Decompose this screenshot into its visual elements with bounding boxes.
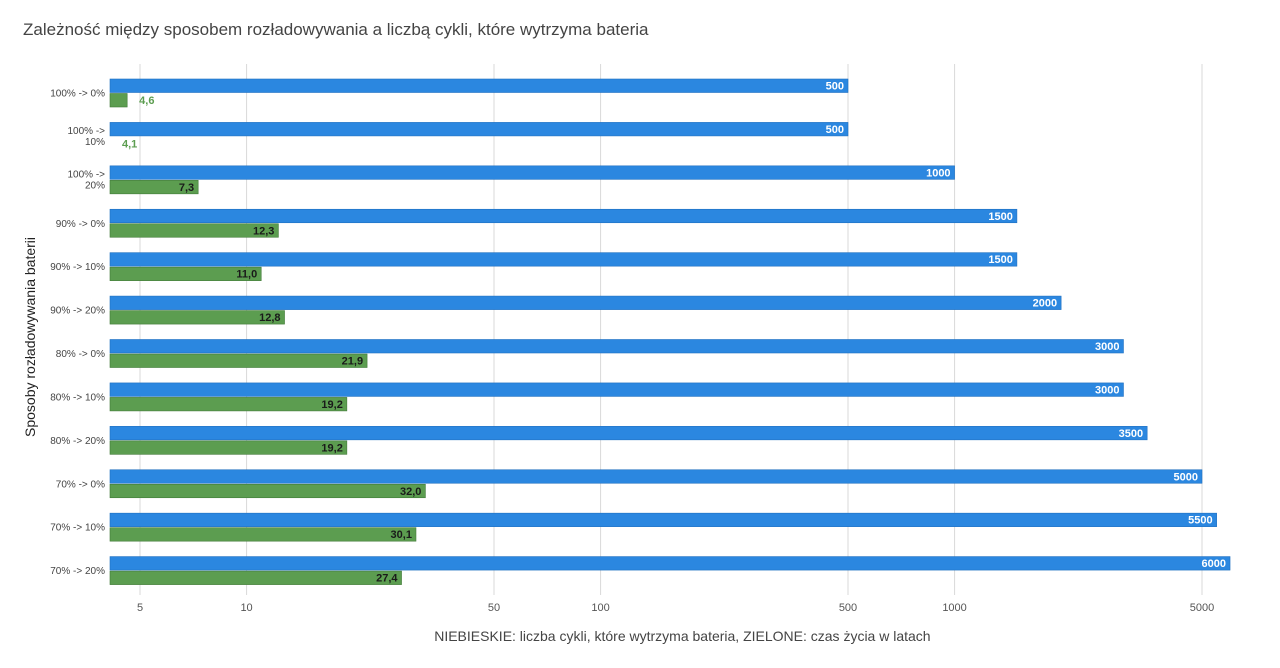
data-label-blue: 1000 (926, 167, 950, 179)
category-label: 20% (85, 180, 105, 191)
bar-blue (109, 295, 1062, 310)
bar-blue (109, 165, 955, 180)
data-label-green: 12,8 (259, 312, 280, 324)
bar-blue (109, 382, 1124, 397)
data-label-blue: 6000 (1202, 558, 1226, 570)
data-label-green: 21,9 (342, 356, 363, 368)
y-axis-title: Sposoby rozładowywania baterii (22, 237, 38, 437)
x-tick-label: 10 (240, 602, 252, 614)
data-label-blue: 1500 (988, 211, 1012, 223)
data-label-blue: 2000 (1033, 298, 1057, 310)
bar-green (109, 223, 279, 238)
bar-green (109, 440, 348, 455)
category-label: 100% -> 0% (50, 89, 105, 100)
data-label-green: 4,6 (139, 95, 154, 107)
category-label: 10% (85, 137, 105, 148)
bar-green (109, 310, 285, 325)
category-label: 90% -> 10% (50, 262, 105, 273)
data-label-blue: 1500 (988, 254, 1012, 266)
bar-blue (109, 512, 1217, 527)
bar-blue (109, 208, 1018, 224)
bar-green (109, 397, 348, 412)
category-label: 100% -> (67, 169, 105, 180)
bar-green (109, 527, 417, 542)
x-tick-label: 1000 (942, 602, 966, 614)
data-label-green: 19,2 (321, 399, 342, 411)
category-label: 90% -> 20% (50, 306, 105, 317)
x-tick-label: 500 (839, 602, 857, 614)
bar-green (109, 266, 262, 281)
bar-blue (109, 426, 1148, 441)
category-label: 80% -> 0% (56, 349, 105, 360)
bar-blue (109, 339, 1124, 354)
bar-blue (109, 122, 849, 137)
x-tick-label: 5000 (1190, 602, 1214, 614)
data-label-blue: 500 (826, 124, 844, 136)
x-tick-label: 50 (488, 602, 500, 614)
bar-blue (109, 469, 1203, 484)
category-label: 80% -> 10% (50, 392, 105, 403)
x-axis-title: NIEBIESKIE: liczba cykli, które wytrzyma… (434, 628, 930, 644)
data-label-green: 11,0 (236, 269, 257, 281)
x-tick-label: 5 (137, 602, 143, 614)
bar-blue (109, 78, 849, 93)
category-label: 70% -> 0% (56, 479, 105, 490)
bar-green (109, 483, 426, 499)
data-label-blue: 5000 (1174, 471, 1198, 483)
bar-green (109, 93, 128, 108)
data-label-blue: 3500 (1119, 428, 1143, 440)
data-label-blue: 500 (826, 81, 844, 93)
category-label: 70% -> 10% (50, 523, 105, 534)
bar-blue (109, 252, 1018, 267)
data-label-green: 32,0 (400, 486, 421, 498)
bar-green (109, 353, 368, 368)
data-label-green: 7,3 (179, 182, 194, 194)
data-label-green: 12,3 (253, 225, 274, 237)
data-label-green: 30,1 (391, 529, 412, 541)
chart-title: Zależność między sposobem rozładowywania… (23, 20, 649, 39)
bar-green (109, 180, 199, 195)
data-label-green: 4,1 (122, 138, 137, 150)
bar-blue (109, 556, 1231, 571)
data-label-green: 27,4 (376, 573, 398, 585)
bar-green (109, 570, 402, 585)
data-label-blue: 5500 (1188, 515, 1212, 527)
category-label: 80% -> 20% (50, 436, 105, 447)
category-label: 90% -> 0% (56, 219, 105, 230)
category-label: 70% -> 20% (50, 566, 105, 577)
data-label-blue: 3000 (1095, 384, 1119, 396)
category-label: 100% -> (67, 126, 105, 137)
data-label-green: 19,2 (321, 442, 342, 454)
x-tick-label: 100 (591, 602, 609, 614)
data-label-blue: 3000 (1095, 341, 1119, 353)
